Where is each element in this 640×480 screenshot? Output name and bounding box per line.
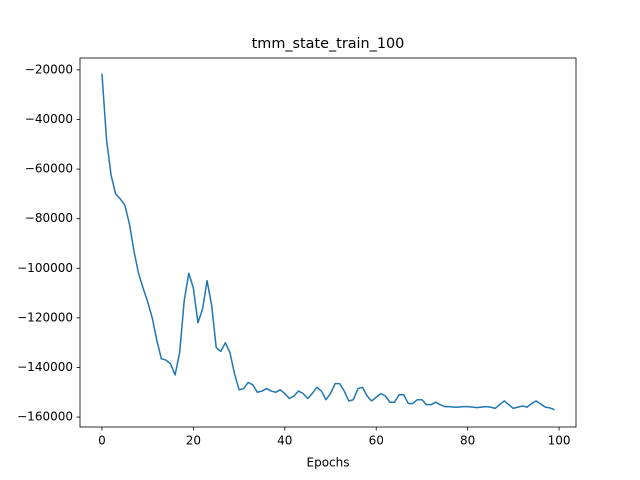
x-tick-label: 100 xyxy=(548,434,571,448)
y-tick-label: −40000 xyxy=(25,112,73,126)
chart-title: tmm_state_train_100 xyxy=(252,36,405,52)
y-tick-label: −140000 xyxy=(17,360,73,374)
x-tick-label: 0 xyxy=(98,434,106,448)
x-tick-label: 60 xyxy=(369,434,384,448)
y-tick-label: −160000 xyxy=(17,410,73,424)
axes-frame xyxy=(79,57,577,428)
x-tick-label: 20 xyxy=(186,434,201,448)
x-tick-label: 40 xyxy=(277,434,292,448)
y-tick-label: −20000 xyxy=(25,62,73,76)
y-tick-label: −60000 xyxy=(25,162,73,176)
y-tick-label: −100000 xyxy=(17,261,73,275)
y-tick-label: −80000 xyxy=(25,211,73,225)
x-tick-label: 80 xyxy=(460,434,475,448)
y-tick-label: −120000 xyxy=(17,310,73,324)
x-axis-label: Epochs xyxy=(307,456,350,470)
data-line xyxy=(101,73,555,411)
